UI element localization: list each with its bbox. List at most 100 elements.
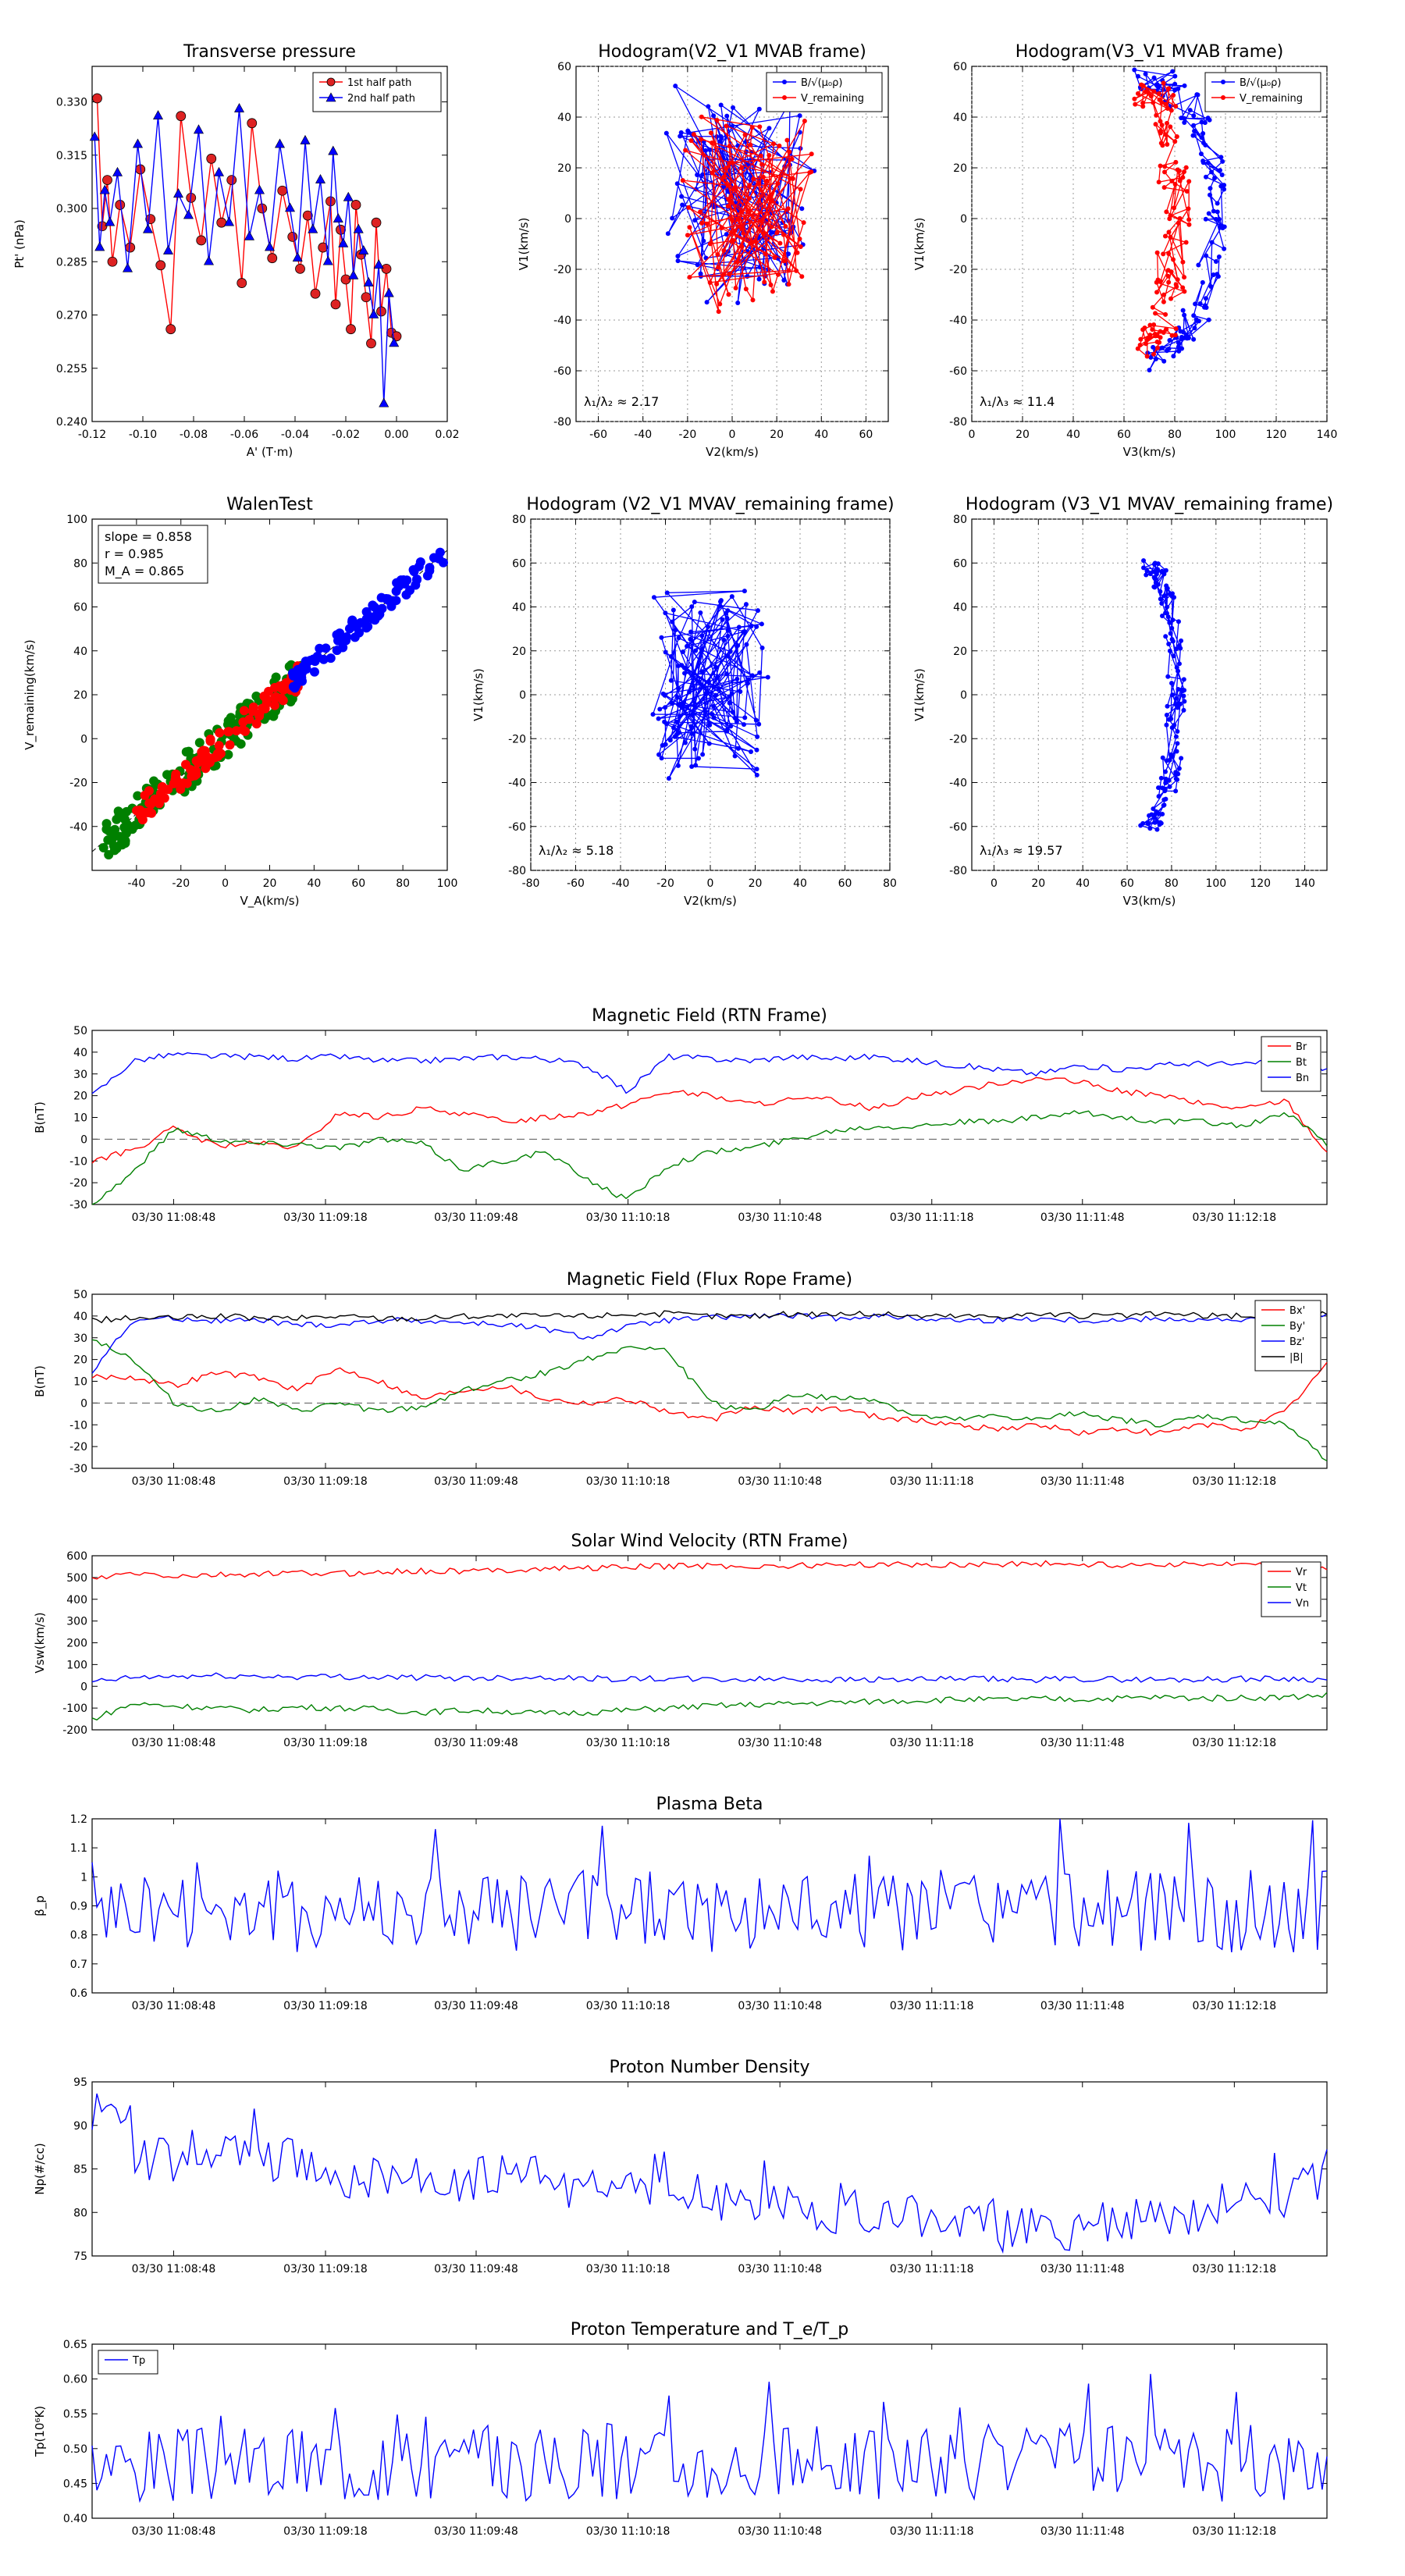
- data-point: [675, 663, 681, 668]
- data-point: [741, 629, 746, 635]
- data-point: [1158, 589, 1163, 594]
- data-point: [1168, 752, 1173, 757]
- data-point: [710, 140, 715, 145]
- data-point: [1178, 329, 1183, 334]
- data-point: [1151, 806, 1156, 812]
- y-tick-label: 40: [73, 1311, 87, 1323]
- data-point: [679, 194, 685, 199]
- legend-box: [1261, 1561, 1321, 1617]
- data-point: [1163, 781, 1168, 786]
- data-point: [1182, 699, 1187, 704]
- data-point: [1167, 337, 1172, 343]
- data-point: [650, 712, 656, 717]
- data-point: [700, 752, 706, 757]
- data-point: [1162, 233, 1168, 239]
- data-point: [193, 758, 203, 768]
- data-point: [754, 772, 759, 777]
- data-point: [1168, 234, 1173, 240]
- data-point: [1166, 86, 1172, 91]
- data-point: [1159, 600, 1165, 606]
- y-axis-label: B(nT): [33, 1365, 47, 1397]
- data-point: [699, 114, 704, 119]
- data-point: [1172, 182, 1178, 187]
- data-point: [1152, 585, 1158, 590]
- data-point: [1222, 246, 1227, 251]
- data-point: [765, 674, 770, 680]
- x-tick-label: 03/30 11:12:18: [1193, 2000, 1277, 2012]
- y-tick-label: 0.65: [63, 2339, 87, 2351]
- data-point: [731, 186, 737, 191]
- data-point: [1163, 311, 1168, 317]
- legend: Bx' By' Bz' |B|: [1254, 1300, 1321, 1372]
- data-point: [1140, 83, 1146, 88]
- y-tick-label: -200: [62, 1724, 87, 1737]
- data-point: [1164, 722, 1169, 728]
- x-axis-label: V2(km/s): [706, 445, 759, 459]
- data-point: [1159, 568, 1165, 574]
- legend-entry-label: B/√(μ₀ρ): [1240, 77, 1281, 89]
- data-point: [108, 828, 118, 838]
- y-tick-label: 0: [80, 1681, 87, 1693]
- data-point: [373, 259, 384, 269]
- data-point: [1172, 73, 1178, 79]
- data-point: [707, 147, 713, 152]
- data-point: [695, 172, 700, 177]
- data-point: [213, 166, 225, 176]
- data-point: [1167, 648, 1172, 653]
- data-point: [1167, 216, 1172, 222]
- data-point: [1166, 229, 1172, 235]
- data-point: [366, 338, 376, 349]
- data-point: [757, 124, 763, 130]
- y-axis-label: V1(km/s): [471, 668, 486, 721]
- data-point: [715, 674, 720, 680]
- data-point: [675, 258, 681, 264]
- data-point: [1151, 344, 1156, 350]
- data-point: [1152, 331, 1158, 336]
- data-point: [707, 722, 713, 728]
- data-point: [1215, 201, 1220, 206]
- data-point: [1147, 322, 1153, 328]
- data-point: [1141, 565, 1147, 571]
- data-point: [344, 624, 354, 634]
- y-axis-label: V_remaining(km/s): [23, 639, 37, 749]
- data-point: [724, 123, 729, 129]
- legend: Br Bt Bn: [1261, 1036, 1321, 1092]
- data-point: [193, 124, 205, 134]
- data-point: [1151, 89, 1157, 94]
- data-point: [731, 237, 736, 243]
- data-point: [1158, 163, 1163, 169]
- data-point: [99, 184, 110, 194]
- data-point: [1165, 268, 1171, 273]
- x-tick-label: 20: [770, 429, 784, 441]
- data-point: [716, 309, 721, 315]
- data-point: [1159, 345, 1165, 350]
- data-point: [777, 240, 783, 246]
- legend-box: [98, 2350, 158, 2375]
- y-tick-label: -80: [949, 865, 967, 877]
- data-point: [1135, 73, 1140, 79]
- data-point: [678, 130, 684, 135]
- data-point: [707, 241, 713, 247]
- data-point: [169, 778, 179, 788]
- data-point: [109, 845, 119, 856]
- data-point: [101, 824, 112, 834]
- data-point: [1154, 112, 1159, 118]
- x-tick-label: 120: [1250, 877, 1271, 890]
- x-tick-label: 03/30 11:11:48: [1040, 1475, 1125, 1488]
- data-point: [1141, 558, 1147, 564]
- y-tick-label: 100: [66, 1659, 87, 1671]
- data-point: [809, 151, 814, 157]
- data-point: [354, 628, 365, 638]
- x-tick-label: -0.02: [332, 429, 360, 441]
- data-point: [1209, 240, 1215, 245]
- x-tick-label: 100: [1215, 429, 1236, 441]
- data-point: [1175, 729, 1180, 735]
- data-point: [1171, 93, 1176, 98]
- data-point: [1172, 139, 1178, 144]
- data-point: [678, 133, 683, 139]
- data-point: [261, 699, 272, 709]
- data-point: [1150, 304, 1155, 310]
- data-point: [1176, 220, 1181, 226]
- data-point: [1166, 251, 1172, 256]
- data-point: [724, 113, 730, 119]
